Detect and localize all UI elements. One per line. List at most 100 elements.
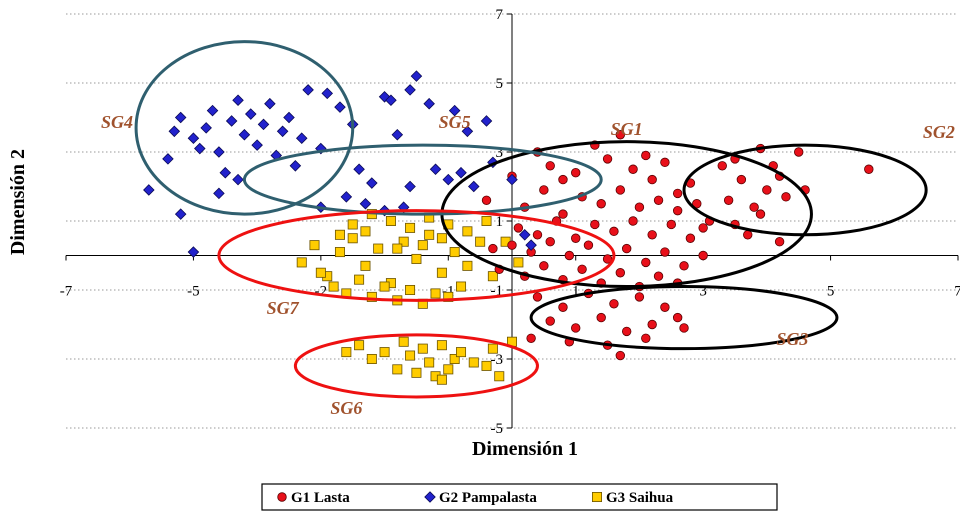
circle-point <box>583 240 594 250</box>
circle-point <box>672 312 683 323</box>
y-axis-title: Dimensión 2 <box>7 149 29 255</box>
diamond-point <box>321 87 333 100</box>
circle-point <box>532 230 543 240</box>
circle-point <box>539 261 549 271</box>
square-point <box>296 257 307 268</box>
diamond-point <box>468 180 480 193</box>
diamond-point <box>174 208 187 220</box>
square-point <box>354 340 365 351</box>
circle-point <box>628 164 638 174</box>
square-point <box>443 291 454 302</box>
diamond-point <box>213 187 225 200</box>
group-ellipses <box>134 40 928 399</box>
diamond-point <box>187 132 200 144</box>
circle-point <box>647 319 657 330</box>
square-point <box>334 229 345 240</box>
square-point <box>475 236 486 247</box>
square-point <box>417 343 428 354</box>
square-point <box>341 347 352 358</box>
diamond-point <box>461 125 474 138</box>
x-tick-labels: -7 -5 -2 -1 1 3 5 7 <box>60 284 960 300</box>
square-point <box>360 260 371 271</box>
circle-point <box>698 250 708 261</box>
circle-point <box>577 264 587 275</box>
square-point <box>398 336 409 347</box>
group-ellipse <box>529 285 839 351</box>
square-point <box>398 236 409 247</box>
square-point <box>405 350 416 361</box>
circle-point <box>564 250 575 261</box>
circle-point <box>660 302 670 312</box>
diamond-point <box>366 177 378 189</box>
circle-point <box>602 154 613 164</box>
group-ellipse <box>217 209 616 302</box>
square-point <box>373 243 384 254</box>
circle-point <box>615 268 626 278</box>
diamond-point <box>391 128 404 141</box>
circle-point <box>794 147 804 157</box>
circle-point <box>666 219 676 230</box>
circle-point <box>571 233 581 243</box>
circle-point <box>647 230 657 240</box>
diamond-point <box>302 84 314 96</box>
diamond-point <box>289 160 302 172</box>
diamond-point <box>219 166 232 179</box>
circle-point <box>679 323 689 333</box>
y-tick-label: 5 <box>496 76 504 92</box>
square-point <box>487 343 498 354</box>
circle-point <box>609 299 619 309</box>
square-point <box>481 360 492 371</box>
square-point <box>494 371 505 382</box>
square-point <box>315 267 326 278</box>
circle-point <box>545 316 555 326</box>
group-ellipse <box>242 143 603 216</box>
square-point <box>328 281 339 292</box>
diamond-point <box>448 104 461 117</box>
diamond-point <box>442 173 455 186</box>
y-tick-label: 7 <box>496 7 504 23</box>
circle-point <box>628 216 638 226</box>
diamond-point <box>238 128 251 141</box>
circle-point <box>634 202 645 212</box>
diamond-point <box>162 153 174 165</box>
group-label: SG4 <box>101 112 133 132</box>
circle-point <box>558 209 568 219</box>
legend-marker <box>592 491 603 502</box>
diamond-point <box>232 94 244 107</box>
circle-point <box>488 243 498 254</box>
diamond-point <box>174 111 187 124</box>
legend: G1 Lasta G2 Pampalasta G3 Saihua <box>261 483 778 511</box>
data-points <box>143 70 874 385</box>
diamond-point <box>506 173 518 186</box>
group-label: SG2 <box>923 122 955 142</box>
x-tick-label: 5 <box>827 284 835 300</box>
group-label: SG1 <box>611 119 643 139</box>
square-point <box>449 247 460 258</box>
square-point <box>379 281 390 292</box>
square-point <box>405 284 416 295</box>
diamond-point <box>518 229 531 241</box>
diamond-point <box>429 163 442 176</box>
circle-point <box>596 199 606 209</box>
group-labels: SG1 SG2 SG3 SG4 SG5 SG6 SG7 <box>101 112 955 418</box>
circle-point <box>692 199 702 209</box>
diamond-point <box>353 163 365 176</box>
circle-point <box>615 350 626 361</box>
square-point <box>360 226 371 237</box>
group-label: SG5 <box>439 112 471 132</box>
diamond-point <box>213 146 225 158</box>
y-tick-label: 1 <box>496 214 504 230</box>
group-label: SG6 <box>330 398 362 418</box>
circle-point <box>672 188 683 199</box>
y-tick-label: -5 <box>491 421 504 437</box>
diamond-point <box>359 197 372 210</box>
circle-point <box>743 230 753 240</box>
circle-point <box>609 226 619 237</box>
diamond-point <box>480 115 493 127</box>
square-point <box>354 274 365 285</box>
circle-point <box>736 174 747 185</box>
square-point <box>436 340 447 351</box>
square-point <box>430 288 441 299</box>
